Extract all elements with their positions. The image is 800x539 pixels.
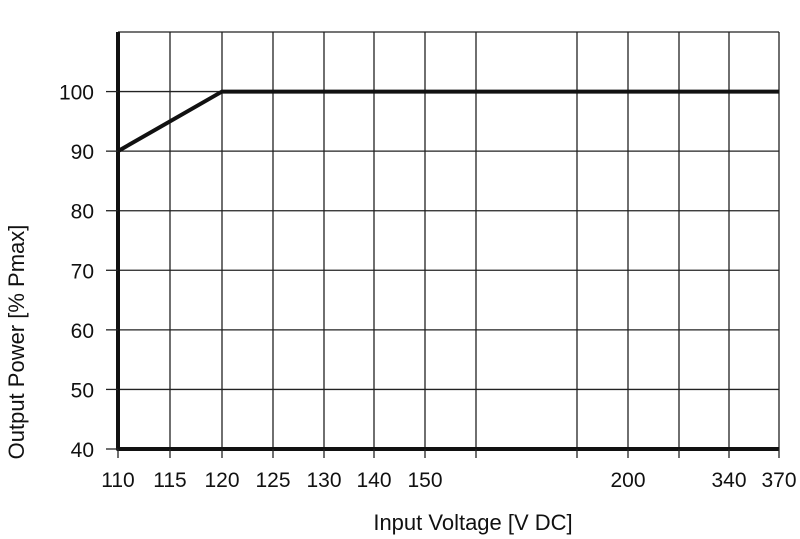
axis-layer bbox=[106, 32, 780, 458]
series-layer bbox=[117, 89, 779, 153]
x-tick-label: 340 bbox=[711, 469, 746, 492]
tick-label-layer: 110 115 120 125 130 140 150 200 340 370 40 50 60 70 80… bbox=[59, 82, 797, 492]
x-tick-label: 115 bbox=[153, 469, 186, 492]
x-tick-label: 130 bbox=[306, 469, 341, 492]
x-tick-label: 140 bbox=[356, 469, 391, 492]
x-axis-title: Input Voltage [V DC] bbox=[373, 510, 572, 535]
x-tick-label: 110 bbox=[101, 469, 134, 492]
x-tick-label: 370 bbox=[761, 469, 796, 492]
series-line bbox=[117, 89, 779, 153]
y-tick-label: 60 bbox=[71, 320, 94, 343]
y-tick-label: 100 bbox=[59, 82, 94, 105]
y-tick-label: 70 bbox=[71, 260, 94, 283]
y-tick-label: 90 bbox=[71, 141, 94, 164]
x-tick-label: 125 bbox=[255, 469, 290, 492]
x-tick-label: 150 bbox=[407, 469, 442, 492]
y-axis-title: Output Power [% Pmax] bbox=[4, 225, 29, 460]
y-tick-label: 80 bbox=[71, 201, 94, 224]
x-tick-label: 120 bbox=[204, 469, 239, 492]
y-tick-label: 50 bbox=[71, 379, 94, 402]
y-tick-label: 40 bbox=[71, 439, 94, 462]
x-tick-label: 200 bbox=[610, 469, 645, 492]
